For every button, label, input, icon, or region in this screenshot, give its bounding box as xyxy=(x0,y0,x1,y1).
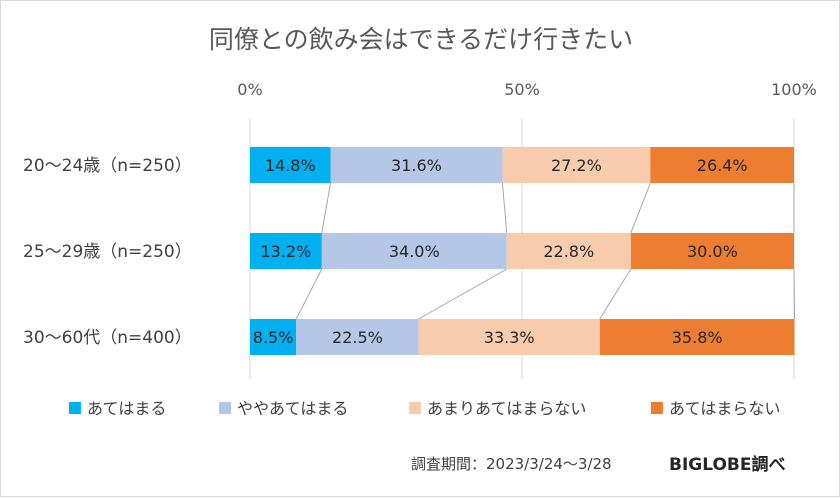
legend-swatch xyxy=(69,402,81,414)
bar-segment xyxy=(502,147,651,183)
x-tick-label: 0% xyxy=(237,80,262,99)
data-label: 27.2% xyxy=(551,156,602,175)
legend-label: ややあてはまる xyxy=(237,399,348,418)
survey-period: 調査期間：2023/3/24～3/28 xyxy=(411,455,612,473)
bar-segment xyxy=(330,147,503,183)
bar-segment xyxy=(250,319,297,355)
bar-segment xyxy=(296,319,419,355)
bar-segment xyxy=(250,233,322,269)
series-connector-line xyxy=(321,182,332,234)
data-label: 8.5% xyxy=(253,328,294,347)
series-connector-line xyxy=(630,182,651,234)
data-label: 33.3% xyxy=(484,328,535,347)
data-label: 30.0% xyxy=(687,242,738,261)
x-tick-label: 50% xyxy=(504,80,540,99)
bar-segment xyxy=(650,147,794,183)
legend-swatch xyxy=(651,402,663,414)
bar-segment xyxy=(506,233,631,269)
bar-segment xyxy=(599,319,795,355)
bar-segment xyxy=(250,147,331,183)
bar-segment xyxy=(321,233,507,269)
category-label: 30～60代（n=400） xyxy=(23,328,192,348)
data-label: 22.5% xyxy=(332,328,383,347)
data-label: 13.2% xyxy=(260,242,311,261)
series-connector-line xyxy=(295,268,323,320)
legend-label: あまりあてはまらない xyxy=(427,399,586,418)
series-connector-line xyxy=(418,268,508,320)
category-label: 20～24歳（n=250） xyxy=(23,156,192,176)
data-label: 34.0% xyxy=(389,242,440,261)
bar-segment xyxy=(418,319,600,355)
legend-swatch xyxy=(219,402,231,414)
data-label: 35.8% xyxy=(672,328,723,347)
category-label: 25～29歳（n=250） xyxy=(23,242,192,262)
bar-segment xyxy=(630,233,794,269)
data-label: 26.4% xyxy=(697,156,748,175)
legend-label: あてはまる xyxy=(87,399,166,418)
legend-label: あてはまらない xyxy=(669,399,780,418)
brand-credit: BIGLOBE調べ xyxy=(669,454,786,475)
chart-title: 同僚との飲み会はできるだけ行きたい xyxy=(209,25,633,54)
series-connector-line xyxy=(793,268,796,320)
legend-swatch xyxy=(409,402,421,414)
data-label: 31.6% xyxy=(391,156,442,175)
series-connector-line xyxy=(501,182,508,234)
series-connector-line xyxy=(599,268,632,320)
data-label: 22.8% xyxy=(543,242,594,261)
data-label: 14.8% xyxy=(265,156,316,175)
x-tick-label: 100% xyxy=(771,80,817,99)
